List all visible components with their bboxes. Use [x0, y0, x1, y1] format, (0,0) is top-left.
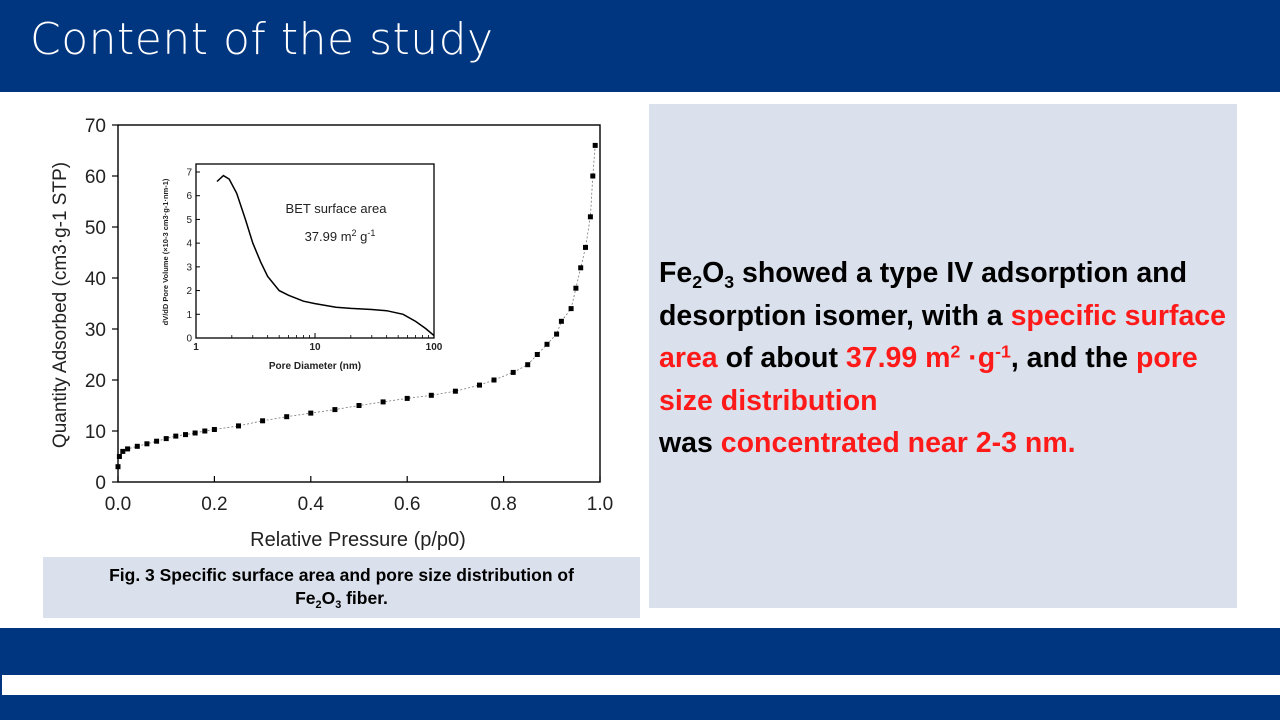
x-tick-label: 0.4	[298, 494, 325, 515]
x-tick-label: 0.0	[105, 494, 131, 515]
isotherm-point	[510, 369, 516, 375]
isotherm-point	[163, 436, 169, 442]
highlight-concentration: concentrated near 2-3 nm.	[720, 427, 1076, 459]
isotherm-point	[144, 441, 150, 447]
inset-y-tick-label: 5	[186, 215, 192, 226]
inset-x-axis-label: Pore Diameter (nm)	[269, 361, 361, 372]
x-tick-label: 0.2	[201, 494, 227, 515]
inset-series-line	[216, 174, 435, 337]
isotherm-point	[404, 395, 410, 401]
isotherm-chart: 0.0 0.2 0.4 0.6 0.8 1.0 0 10 20 30 40 50 60 70 Relati…	[40, 110, 620, 560]
isotherm-point	[477, 382, 482, 388]
inset-frame	[195, 163, 435, 339]
x-tick-label: 0.6	[394, 494, 420, 515]
inset-y-axis-label: dV/dD Pore Volume (×10-3 cm3·g-1·nm-1)	[161, 178, 170, 325]
main-plot-frame	[117, 124, 601, 483]
x-tick-label: 1.0	[587, 494, 613, 515]
isotherm-point	[192, 430, 198, 436]
isotherm-point	[544, 341, 550, 347]
inset-annotation: BET surface area	[286, 201, 388, 216]
isotherm-point	[587, 214, 593, 220]
isotherm-point	[308, 410, 314, 416]
inset-y-tick-label: 6	[186, 191, 192, 202]
isotherm-point	[568, 306, 574, 312]
x-axis-label: Relative Pressure (p/p0)	[250, 529, 466, 551]
isotherm-point	[573, 285, 579, 291]
isotherm-point	[211, 427, 217, 432]
isotherm-point	[284, 414, 290, 420]
footer-bottom-bar	[0, 695, 1280, 720]
caption-formula: Fe2O3	[295, 588, 342, 611]
isotherm-point	[236, 423, 241, 429]
inset-y-tick-label: 2	[186, 286, 192, 297]
isotherm-point	[534, 352, 540, 357]
y-tick-label: 20	[85, 371, 106, 392]
y-tick-label: 30	[85, 320, 106, 341]
isotherm-point	[578, 265, 584, 271]
isotherm-point	[125, 446, 131, 452]
y-tick-label: 10	[85, 422, 106, 443]
inset-annotation-value: 37.99 m2 g-1	[305, 228, 376, 244]
isotherm-point	[134, 443, 140, 449]
isotherm-point	[116, 454, 122, 459]
isotherm-point	[332, 407, 338, 413]
inset-y-tick-label: 7	[186, 168, 192, 179]
isotherm-point	[115, 464, 121, 470]
isotherm-point	[154, 438, 160, 444]
caption-prefix: Fig. 3 Specific surface area and pore si…	[109, 565, 574, 585]
highlight-pore-size: pore size distribution	[659, 342, 1198, 417]
inset-y-tick-label: 0	[186, 334, 192, 345]
y-tick-label: 60	[85, 167, 106, 188]
footer-divider	[0, 675, 1280, 695]
isotherm-point	[592, 142, 598, 148]
inset-y-tick-label: 3	[186, 262, 192, 273]
main-series	[115, 142, 598, 470]
inset-y-tick-label: 1	[186, 310, 192, 321]
isotherm-point	[260, 418, 266, 424]
y-tick-label: 70	[85, 116, 106, 137]
summary-text: Fe2O3 showed a type IV adsorption and de…	[659, 257, 1227, 459]
isotherm-point	[380, 399, 386, 405]
x-tick-label: 0.8	[490, 494, 516, 515]
highlight-value: 37.99 m2 ·g-1	[845, 341, 1011, 374]
isotherm-point	[590, 173, 596, 179]
y-tick-label: 0	[95, 473, 106, 494]
isotherm-point	[558, 318, 564, 324]
isotherm-point	[183, 432, 188, 438]
inset-y-tick-label: 4	[186, 239, 192, 250]
isotherm-point	[583, 244, 588, 250]
isotherm-point	[491, 377, 497, 383]
highlight-surface-area: specific surface area	[659, 299, 1227, 375]
caption-suffix: fiber.	[341, 588, 388, 608]
isotherm-point	[202, 428, 208, 434]
isotherm-point	[452, 388, 458, 394]
summary-panel: Fe2O3 showed a type IV adsorption and de…	[649, 104, 1237, 608]
page-title: Content of the study	[30, 14, 494, 65]
isotherm-point	[554, 331, 560, 337]
figure-caption: Fig. 3 Specific surface area and pore si…	[43, 557, 640, 618]
y-axis-label: Quantity Adsorbed (cm3·g-1 STP)	[50, 162, 71, 448]
y-tick-label: 50	[85, 218, 106, 239]
isotherm-point	[120, 448, 126, 454]
y-tick-label: 40	[85, 269, 106, 290]
inset-x-tick-label: 10	[309, 342, 321, 353]
footer-band	[0, 628, 1280, 675]
isotherm-point	[356, 403, 362, 408]
isotherm-point	[173, 433, 179, 439]
inset-x-tick-label: 100	[426, 342, 443, 353]
inset-x-tick-label: 1	[193, 342, 199, 353]
isotherm-point	[525, 362, 531, 368]
isotherm-point	[428, 392, 434, 398]
header-bar: Content of the study	[0, 0, 1280, 92]
